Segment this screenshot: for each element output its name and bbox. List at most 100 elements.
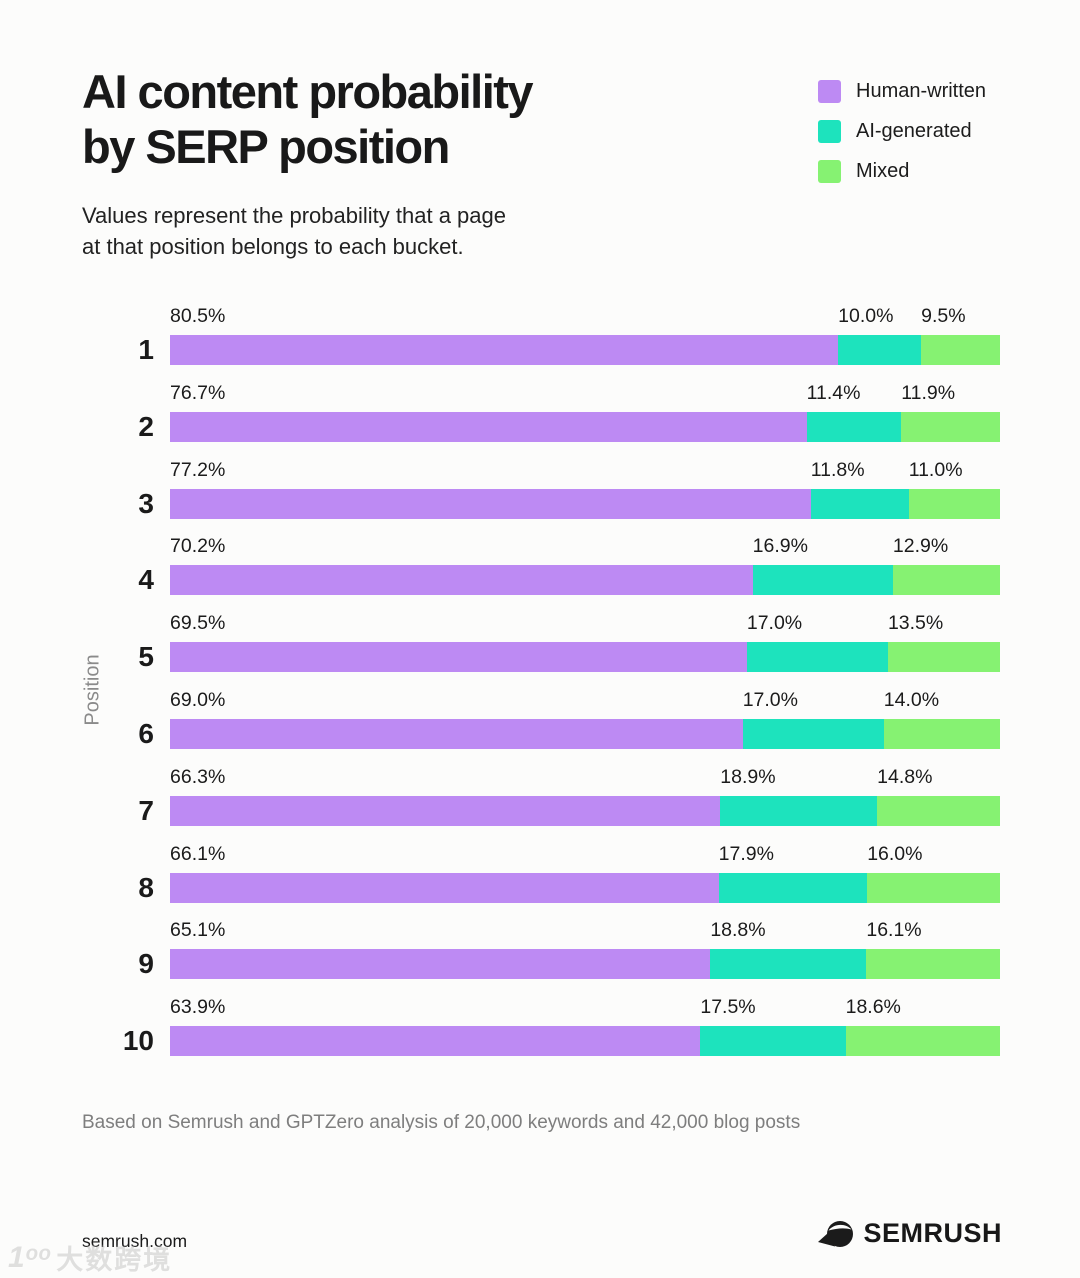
chart-row-position-7: 7 66.3% 18.9% 14.8% — [138, 761, 1000, 838]
value-label: 18.6% — [845, 996, 901, 1019]
chart-row-position-8: 8 66.1% 17.9% 16.0% — [138, 838, 1000, 915]
value-label: 66.1% — [170, 842, 226, 865]
chart-subtitle-line1: Values represent the probability that a … — [82, 203, 506, 228]
legend-label: AI-generated — [856, 120, 972, 142]
bar-segment-human-written — [170, 642, 747, 673]
value-label: 13.5% — [887, 612, 944, 635]
value-label: 63.9% — [170, 996, 226, 1019]
chart-row-position-5: 5 69.5% 17.0% 13.5% — [138, 607, 1000, 684]
semrush-comet-icon — [818, 1220, 854, 1247]
bar-segment-human-written — [170, 488, 811, 519]
value-labels: 66.1% 17.9% 16.0% — [170, 843, 1000, 867]
bar-segment-ai-generated — [806, 411, 902, 442]
category-label: 7 — [138, 794, 154, 826]
bar-segment-human-written — [170, 795, 721, 826]
stacked-bar — [170, 718, 1000, 749]
stacked-bar-chart: 1 80.5% 10.0% 9.5% 2 76.7% 11.4% 11.9% 3 77.2% 11.… — [123, 300, 1000, 1068]
category-label: 8 — [138, 871, 154, 903]
category-label: 2 — [138, 410, 154, 442]
category-label: 4 — [138, 564, 154, 596]
bar-segment-human-written — [170, 872, 719, 903]
legend-item: Human-written — [818, 80, 986, 103]
value-label: 10.0% — [838, 305, 894, 327]
value-labels: 80.5% 10.0% 9.5% — [170, 305, 1000, 329]
bar-segment-ai-generated — [810, 488, 909, 519]
category-label: 1 — [138, 334, 154, 365]
value-labels: 70.2% 16.9% 12.9% — [170, 535, 1000, 559]
chart-subtitle-line2: at that position belongs to each bucket. — [82, 234, 464, 259]
value-label: 11.4% — [806, 381, 861, 404]
value-labels: 69.0% 17.0% 14.0% — [170, 689, 1000, 713]
stacked-bar — [170, 335, 1000, 365]
legend-swatch — [818, 160, 841, 183]
bar-segment-mixed — [866, 949, 1000, 980]
category-label: 6 — [138, 717, 154, 749]
value-label: 66.3% — [170, 765, 226, 788]
bar-segment-mixed — [883, 718, 1000, 749]
value-label: 76.7% — [170, 381, 226, 404]
value-labels: 69.5% 17.0% 13.5% — [170, 612, 1000, 636]
bar-segment-mixed — [901, 411, 1000, 442]
value-label: 69.0% — [170, 688, 226, 711]
bar-segment-ai-generated — [720, 795, 878, 826]
legend-item: Mixed — [818, 160, 986, 183]
value-label: 70.2% — [170, 535, 226, 558]
stacked-bar — [170, 488, 1000, 519]
page-title: AI content probability by SERP position — [82, 64, 534, 174]
site-url: semrush.com — [82, 1231, 188, 1251]
chart-legend: Human-written AI-generated Mixed — [818, 80, 986, 200]
bar-segment-human-written — [170, 949, 711, 980]
brand-wordmark: SEMRUSH — [863, 1218, 1002, 1248]
bar-segment-mixed — [845, 1026, 1000, 1057]
value-labels: 76.7% 11.4% 11.9% — [170, 382, 1000, 406]
value-label: 9.5% — [921, 305, 966, 327]
chart-row-position-10: 10 63.9% 17.5% 18.6% — [123, 991, 1000, 1068]
bar-segment-mixed — [877, 795, 1000, 826]
value-labels: 66.3% 18.9% 14.8% — [170, 766, 1000, 790]
chart-subtitle: Values represent the probability that a … — [82, 200, 506, 262]
value-label: 11.0% — [908, 458, 963, 481]
stacked-bar — [170, 795, 1000, 826]
value-label: 80.5% — [170, 305, 226, 327]
category-label: 5 — [138, 641, 154, 673]
value-labels: 63.9% 17.5% 18.6% — [170, 996, 1000, 1020]
stacked-bar — [170, 1026, 1000, 1057]
bar-segment-ai-generated — [838, 335, 922, 365]
stacked-bar — [170, 411, 1000, 442]
value-label: 65.1% — [170, 919, 226, 942]
stacked-bar — [170, 642, 1000, 673]
stacked-bar — [170, 949, 1000, 980]
bar-segment-human-written — [170, 335, 839, 365]
bar-segment-human-written — [170, 718, 743, 749]
value-label: 77.2% — [170, 458, 226, 481]
category-label: 10 — [122, 1025, 154, 1057]
page-title-line2: by SERP position — [82, 120, 450, 173]
legend-label: Human-written — [856, 80, 987, 102]
value-label: 16.1% — [866, 919, 922, 942]
value-labels: 65.1% 18.8% 16.1% — [170, 919, 1000, 943]
bar-segment-mixed — [867, 872, 1000, 903]
value-label: 17.5% — [700, 996, 756, 1019]
bar-segment-ai-generated — [710, 949, 867, 980]
value-label: 69.5% — [170, 612, 226, 635]
value-label: 18.8% — [710, 919, 766, 942]
legend-label: Mixed — [856, 160, 910, 182]
value-labels: 77.2% 11.8% 11.0% — [170, 459, 1000, 483]
category-label: 9 — [138, 948, 154, 980]
bar-segment-human-written — [170, 1026, 701, 1057]
source-note: Based on Semrush and GPTZero analysis of… — [82, 1112, 801, 1133]
stacked-bar — [170, 565, 1000, 596]
bar-segment-mixed — [921, 335, 1000, 365]
value-label: 16.0% — [867, 842, 923, 865]
value-label: 17.0% — [742, 688, 798, 711]
chart-row-position-6: 6 69.0% 17.0% 14.0% — [138, 684, 1000, 761]
value-label: 11.9% — [901, 381, 956, 404]
value-label: 14.0% — [883, 688, 940, 711]
stacked-bar — [170, 872, 1000, 903]
chart-row-position-2: 2 76.7% 11.4% 11.9% — [138, 377, 1000, 454]
legend-swatch — [818, 80, 841, 103]
bar-segment-ai-generated — [700, 1026, 846, 1057]
bar-segment-mixed — [908, 488, 1000, 519]
value-label: 17.0% — [746, 612, 803, 635]
